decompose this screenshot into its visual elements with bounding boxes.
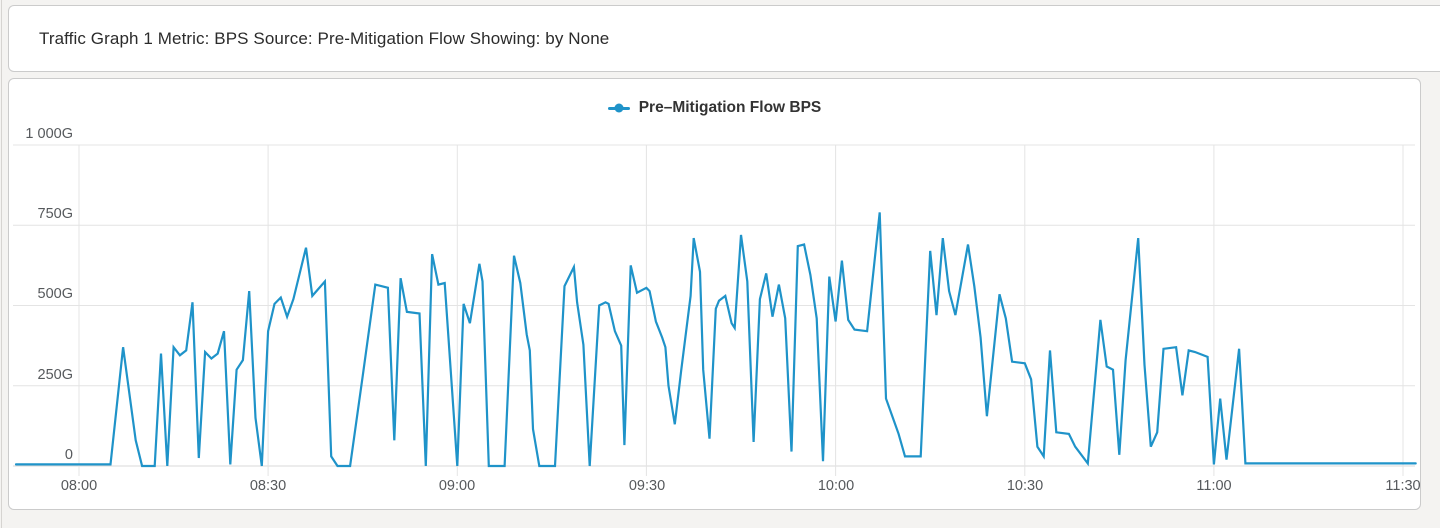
x-tick-label: 10:30 — [1006, 478, 1044, 494]
page-edge-line — [1, 0, 2, 528]
legend-line-dot-icon — [607, 103, 630, 114]
y-tick-label: 1 000G — [25, 126, 73, 142]
x-tick-label: 08:30 — [249, 478, 287, 494]
x-tick-label: 09:00 — [438, 478, 476, 494]
legend-label: Pre–Mitigation Flow BPS — [638, 99, 822, 116]
x-tick-label: 08:00 — [60, 478, 98, 494]
x-tick-label: 09:30 — [628, 478, 666, 494]
x-tick-label: 11:00 — [1196, 478, 1232, 494]
legend-item-pre-mitigation-flow-bps[interactable]: Pre–Mitigation Flow BPS — [9, 98, 1420, 118]
y-tick-label: 250G — [37, 367, 73, 383]
y-tick-label: 500G — [37, 286, 73, 302]
graph-title: Traffic Graph 1 Metric: BPS Source: Pre-… — [39, 28, 610, 48]
traffic-chart-card: Pre–Mitigation Flow BPS 1 000G 750G 500G… — [8, 78, 1421, 510]
x-tick-label: 10:00 — [817, 478, 855, 494]
graph-header-card: Traffic Graph 1 Metric: BPS Source: Pre-… — [8, 5, 1440, 72]
y-tick-label: 750G — [37, 206, 73, 222]
y-tick-label: 0 — [64, 447, 73, 463]
x-tick-label: 11:30 — [1385, 478, 1421, 494]
traffic-line-chart[interactable] — [9, 79, 1420, 509]
